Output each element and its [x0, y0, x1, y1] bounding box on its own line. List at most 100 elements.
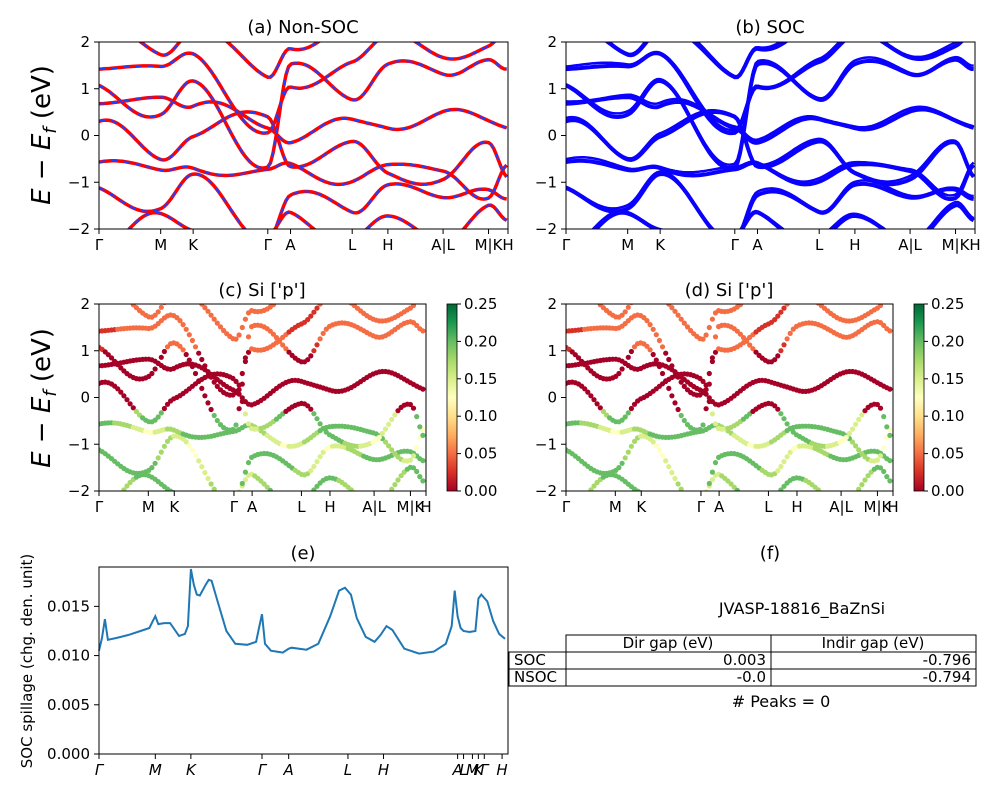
ylabel-row2-sub: f: [40, 388, 61, 397]
projection-point-d: [600, 408, 607, 415]
projection-point-c: [415, 304, 418, 305]
projection-point-c: [112, 358, 118, 364]
projection-point-c: [186, 357, 192, 363]
projection-point-d: [828, 298, 833, 303]
projection-point-c: [158, 304, 164, 310]
material-id: JVASP-18816_BaZnSi: [718, 599, 885, 619]
projection-point-c: [317, 336, 323, 342]
projection-point-d: [781, 342, 787, 348]
projection-point-d: [588, 393, 594, 399]
projection-point-c: [261, 481, 267, 487]
projection-point-d: [882, 304, 885, 305]
panel-b-title: (b) SOC: [735, 17, 804, 38]
projection-point-d: [822, 493, 827, 498]
projection-point-c: [314, 483, 320, 489]
projection-point-c: [242, 355, 248, 361]
colorbar-label: 0.00: [464, 482, 497, 500]
projection-point-d: [731, 484, 737, 490]
svg-text:E − Ef (eV): E − Ef (eV): [27, 328, 61, 468]
projection-point-d: [778, 411, 784, 417]
projection-point-c: [311, 348, 317, 354]
projection-point-d: [862, 477, 868, 483]
projection-point-c: [127, 401, 133, 407]
projection-point-d: [781, 416, 787, 422]
projection-point-c: [174, 491, 179, 496]
projection-point-c: [407, 401, 413, 408]
projection-point-c: [180, 347, 186, 353]
projection-point-d: [622, 309, 628, 315]
xtick-label: K: [473, 761, 484, 779]
projection-point-d: [859, 412, 865, 418]
ytick-label: 2: [80, 33, 90, 51]
projection-point-d: [784, 304, 790, 307]
projection-point-d: [753, 349, 759, 355]
projection-point-c: [305, 357, 311, 363]
projection-point-c: [180, 322, 186, 328]
projection-point-d: [663, 350, 669, 356]
projection-point-d: [700, 378, 706, 384]
projection-point-d: [887, 458, 893, 464]
colorbar-d-ticks: 0.00 0.05 0.10 0.15 0.20 0.25: [924, 295, 964, 500]
panel-f: (f) JVASP-18816_BaZnSi Dir gap (eV) Indi…: [508, 543, 977, 711]
projection-point-d: [813, 298, 818, 303]
xtick-label: Γ: [480, 761, 490, 779]
projection-point-d: [775, 313, 781, 319]
peaks-count: # Peaks = 0: [732, 692, 831, 711]
projection-point-d: [853, 421, 859, 427]
projection-point-c: [133, 408, 139, 415]
projection-point-d: [887, 478, 893, 484]
row-soc-dir: 0.003: [723, 651, 766, 669]
xtick-label: A: [285, 236, 296, 254]
projection-point-d: [682, 491, 687, 496]
panel-a-xaxis: Γ M K Γ A L H A|L M|K H: [95, 229, 514, 254]
projection-point-d: [616, 465, 622, 471]
projection-point-d: [650, 439, 656, 445]
projection-point-c: [164, 438, 171, 444]
projection-point-c: [189, 447, 195, 453]
xtick-label: H: [382, 236, 393, 254]
ytick-label: 0.000: [47, 745, 90, 763]
projection-points-c: [99, 304, 426, 497]
projection-point-d: [622, 455, 628, 461]
projection-point-d: [784, 336, 790, 342]
projection-point-c: [217, 324, 224, 330]
spillage-line: [98, 568, 506, 655]
row-nsoc-indir: -0.794: [923, 668, 971, 686]
colorbar-label: 0.15: [464, 370, 497, 388]
xtick-label: M: [609, 498, 622, 516]
projection-point-d: [825, 297, 830, 302]
projection-point-c: [196, 458, 202, 464]
projection-point-d: [849, 426, 856, 432]
svg-text:E − Ef (eV): E − Ef (eV): [27, 65, 61, 205]
projection-point-d: [874, 401, 881, 408]
projection-point-d: [684, 324, 691, 330]
projection-point-d: [647, 322, 653, 328]
projection-point-d: [709, 316, 716, 322]
projection-point-d: [582, 386, 588, 392]
projection-point-c: [283, 346, 289, 352]
xtick-label: L: [764, 498, 773, 516]
projection-point-c: [205, 308, 211, 314]
projection-point-c: [233, 336, 239, 342]
projection-point-c: [239, 480, 245, 487]
colorbar-label: 0.20: [931, 332, 964, 350]
projection-point-d: [588, 487, 594, 491]
projection-point-c: [236, 489, 242, 491]
projection-point-c: [202, 305, 208, 311]
panel-a-yaxis: −2 −1 0 1 2: [68, 33, 99, 238]
ytick-label: −1: [535, 435, 557, 453]
panel-c-xaxis: Γ M K Γ A L H A|L M|KH: [95, 491, 432, 516]
xtick-label: M: [142, 498, 155, 516]
projection-point-d: [831, 298, 836, 303]
ylabel-row2-main: E − E: [27, 396, 57, 468]
projection-point-c: [389, 486, 395, 491]
projection-point-c: [386, 421, 392, 427]
ytick-label: −2: [535, 220, 557, 238]
projection-point-d: [775, 491, 780, 496]
projection-point-d: [700, 390, 706, 396]
xtick-label: M: [466, 761, 479, 779]
projection-point-c: [237, 492, 242, 497]
panel-e-frame: [98, 566, 509, 755]
projection-point-c: [308, 406, 314, 412]
gap-table: Dir gap (eV) Indir gap (eV) SOC 0.003 -0…: [508, 634, 977, 687]
